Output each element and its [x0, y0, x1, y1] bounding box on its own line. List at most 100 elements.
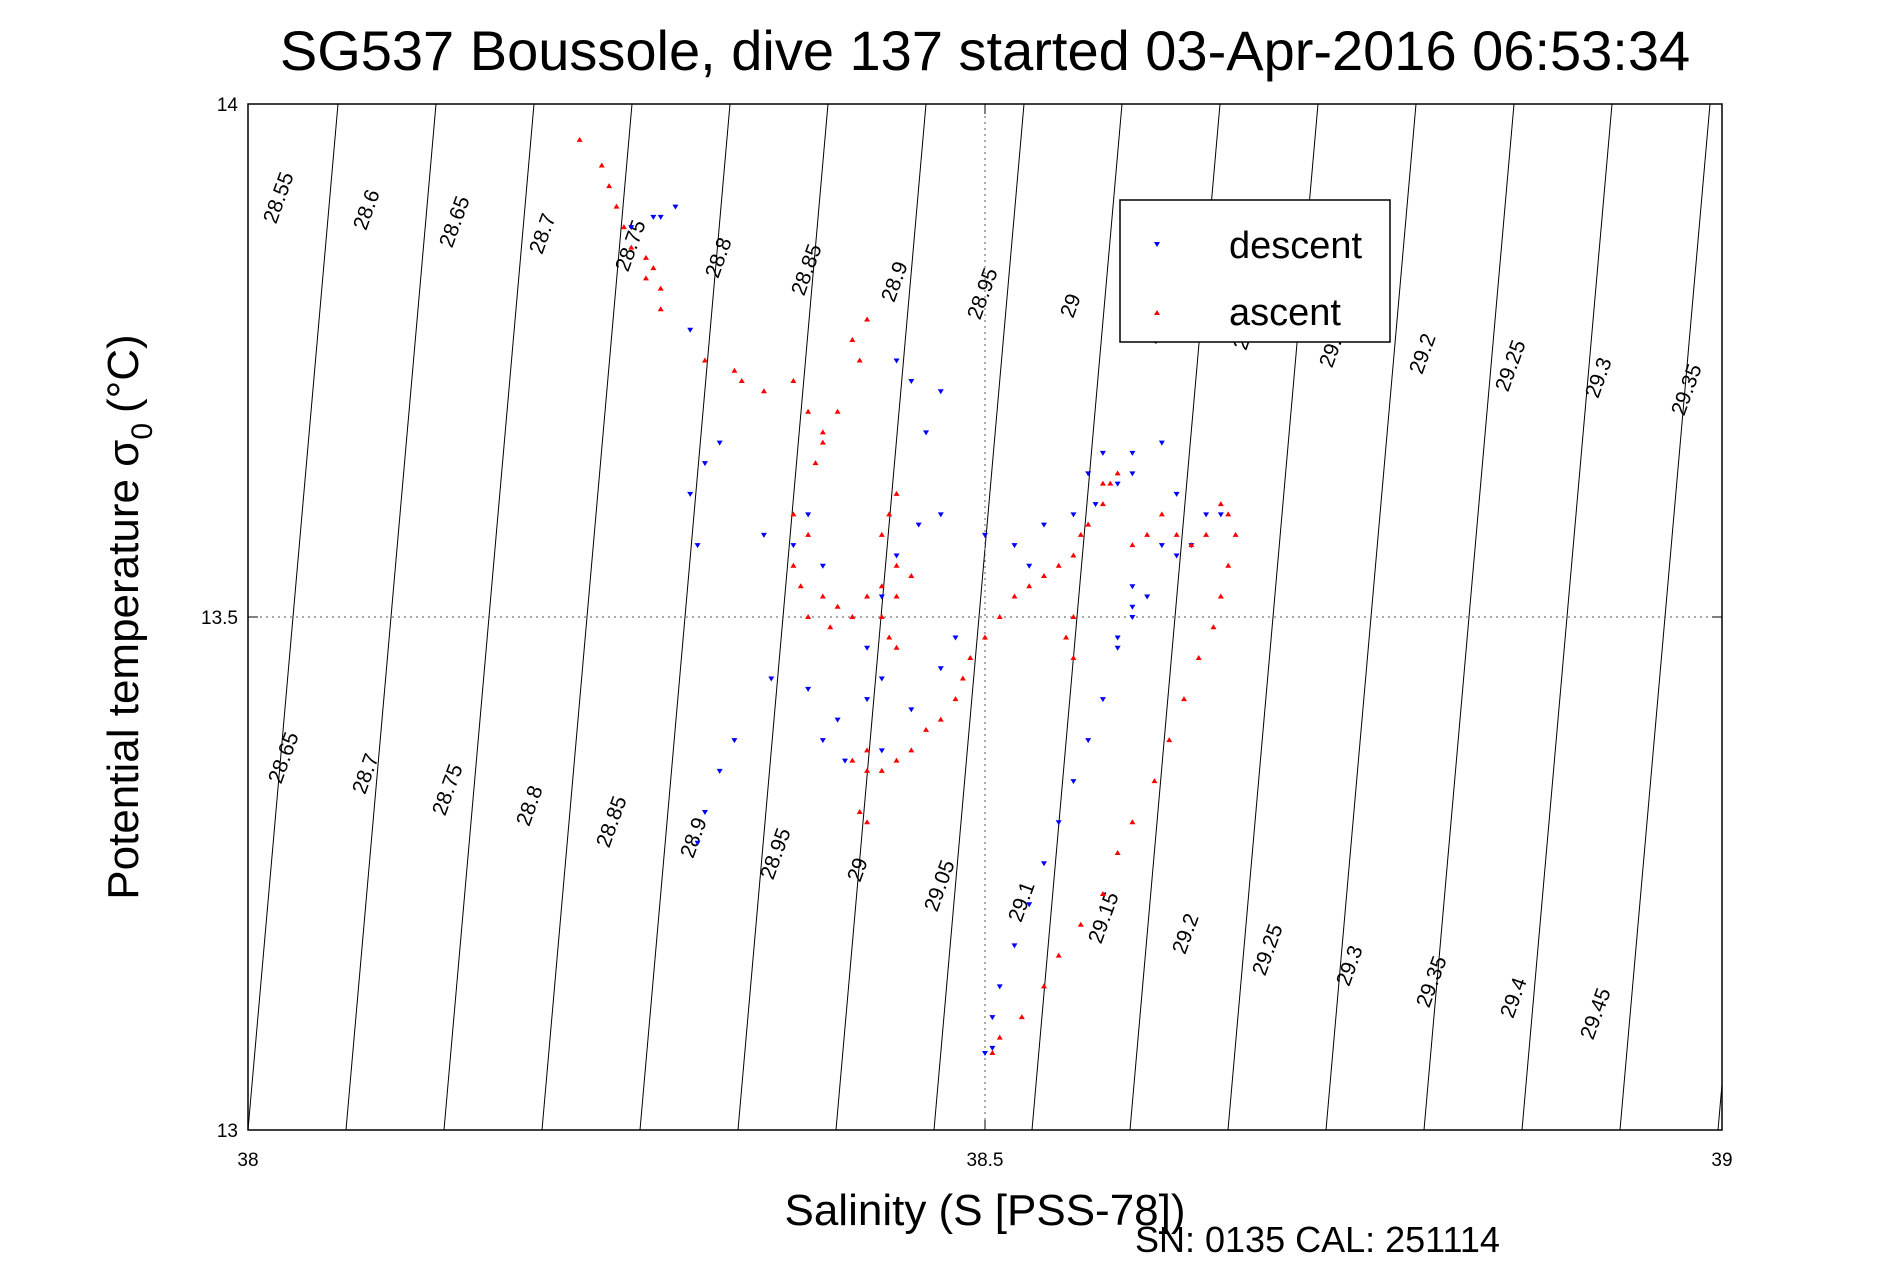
ascent-point: [878, 614, 885, 619]
ascent-point: [819, 429, 826, 435]
contour-label: 28.7: [525, 211, 561, 257]
ascent-point: [1217, 593, 1224, 599]
descent-point: [1040, 522, 1047, 528]
y-axis-label-text: Potential temperature: [99, 479, 148, 900]
descent-point: [1026, 563, 1033, 569]
x-axis: 38 38.5 39: [237, 104, 1733, 1171]
contour-labels: 28.55 28.6 28.65 28.7 28.75 28.8 28.85 28.9 28.9…: [259, 169, 1707, 1042]
descent-point: [768, 676, 775, 682]
ascent-point: [893, 644, 900, 650]
descent-point: [1203, 512, 1210, 518]
descent-point: [937, 389, 944, 395]
descent-point: [1129, 471, 1136, 477]
chart-title: SG537 Boussole, dive 137 started 03-Apr-…: [280, 19, 1690, 82]
ascent-point: [1070, 655, 1077, 661]
ascent-point: [1099, 501, 1106, 507]
contour-label: 29.4: [1496, 974, 1532, 1021]
ascent-point: [1040, 572, 1047, 578]
contour-label: 29: [1056, 291, 1086, 321]
x-tick-label: 38: [237, 1150, 258, 1171]
contour-line: [639, 103, 731, 1131]
descent-point: [1173, 491, 1180, 497]
ascent-point: [1114, 470, 1121, 476]
ascent-point: [959, 675, 966, 681]
ascent-point: [864, 819, 871, 825]
contour-line: [1423, 103, 1515, 1131]
ascent-point: [805, 614, 812, 619]
y-axis-label-unit: (°C): [99, 334, 148, 413]
y-axis-label-subscript: 0: [126, 423, 159, 440]
descent-point: [989, 1015, 996, 1021]
ascent-point: [731, 367, 738, 373]
descent-point: [1129, 584, 1136, 590]
descent-point: [893, 358, 900, 364]
ascent-point: [908, 747, 915, 753]
ascent-point: [864, 316, 871, 322]
ascent-point: [1158, 511, 1165, 517]
ascent-point: [812, 460, 819, 466]
descent-point: [1114, 645, 1121, 651]
ascent-point: [657, 306, 664, 312]
ascent-point: [576, 136, 583, 142]
descent-point: [1085, 738, 1092, 744]
legend-descent-marker: [1154, 242, 1160, 247]
descent-point: [893, 553, 900, 559]
legend: descent ascent: [1119, 199, 1391, 343]
ascent-point: [1107, 480, 1114, 486]
ascent-point: [937, 716, 944, 722]
ascent-point: [628, 244, 635, 250]
ascent-point: [1070, 614, 1077, 619]
descent-point: [1099, 697, 1106, 703]
contour-label: 28.6: [349, 187, 385, 233]
y-tick-label: 13.5: [201, 608, 238, 629]
descent-point: [878, 594, 885, 600]
contour-label: 29.3: [1581, 355, 1617, 401]
ascent-point: [849, 614, 856, 619]
legend-ascent-marker: [1154, 310, 1160, 315]
descent-point: [982, 532, 988, 538]
ascent-point: [989, 1050, 996, 1056]
descent-point: [864, 697, 871, 703]
ascent-point: [893, 757, 900, 763]
ascent-point: [878, 583, 885, 589]
ascent-point: [1077, 921, 1084, 927]
descent-point: [628, 225, 635, 231]
descent-point: [687, 491, 694, 497]
ascent-point: [996, 614, 1003, 619]
ascent-point: [738, 378, 745, 384]
descent-point: [694, 840, 701, 846]
ascent-point: [650, 265, 657, 271]
ascent-point: [620, 224, 627, 230]
descent-point: [819, 738, 826, 744]
ascent-point: [1173, 531, 1180, 537]
ascent-point: [1018, 1014, 1025, 1020]
descent-point: [937, 666, 944, 672]
ascent-point: [805, 531, 812, 537]
descent-point: [672, 204, 679, 210]
descent-point: [701, 809, 708, 815]
ascent-point: [834, 603, 841, 609]
ascent-point: [886, 634, 893, 640]
ascent-point: [864, 593, 871, 599]
ascent-point: [864, 767, 871, 773]
descent-point: [864, 645, 871, 651]
descent-point: [1217, 512, 1224, 518]
descent-point: [1144, 594, 1151, 600]
descent-point: [1085, 471, 1092, 477]
descent-point: [989, 1045, 996, 1051]
descent-point: [731, 738, 738, 744]
descent-point: [915, 522, 922, 528]
ascent-point: [1217, 501, 1224, 507]
contour-label: 28.65: [264, 729, 304, 786]
legend-box: [1119, 199, 1391, 343]
ascent-point: [893, 490, 900, 496]
data-points: [576, 136, 1239, 1057]
ascent-point: [1114, 849, 1121, 855]
ascent-point: [1180, 696, 1187, 702]
descent-point: [1026, 902, 1033, 908]
ascent-point: [1070, 552, 1077, 558]
ascent-point: [982, 634, 988, 640]
contour-label: 28.55: [259, 169, 299, 226]
descent-point: [1158, 543, 1165, 549]
